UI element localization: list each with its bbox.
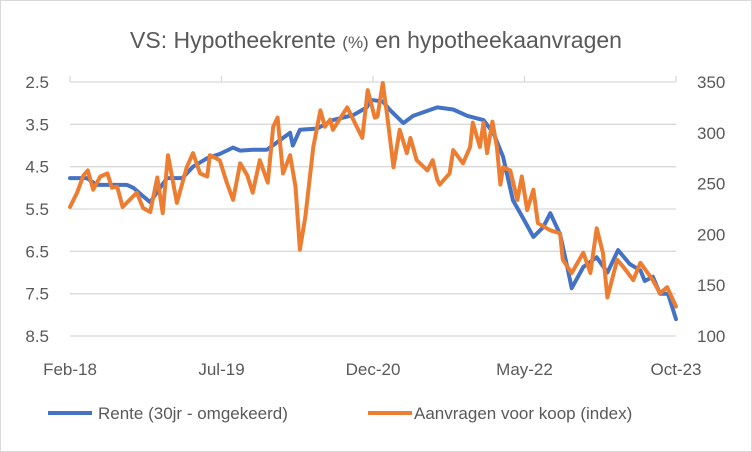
left-axis-tick-label: 4.5 xyxy=(25,158,49,177)
chart-title: VS: Hypotheekrente (%) en hypotheekaanvr… xyxy=(130,27,622,53)
right-axis-tick-label: 300 xyxy=(697,124,725,143)
left-axis-tick-label: 2.5 xyxy=(25,73,49,92)
right-axis-tick-label: 350 xyxy=(697,73,725,92)
left-axis-tick-label: 8.5 xyxy=(25,327,49,346)
right-axis-tick-label: 100 xyxy=(697,327,725,346)
legend: Rente (30jr - omgekeerd) Aanvragen voor k… xyxy=(48,404,632,423)
aanvragen-series-line xyxy=(68,81,678,309)
left-axis-tick-label: 5.5 xyxy=(25,200,49,219)
right-axis-tick-label: 250 xyxy=(697,175,725,194)
x-axis-tick-label: Jul-19 xyxy=(198,360,244,379)
x-axis-tick-label: May-22 xyxy=(496,360,553,379)
x-axis-tick-label: Feb-18 xyxy=(43,360,97,379)
x-axis-tick-label: Dec-20 xyxy=(346,360,401,379)
left-axis-tick-label: 6.5 xyxy=(25,242,49,261)
x-axis-tick-label: Oct-23 xyxy=(650,360,701,379)
legend-label: Aanvragen voor koop (index) xyxy=(414,404,632,423)
left-axis-tick-label: 7.5 xyxy=(25,285,49,304)
legend-label: Rente (30jr - omgekeerd) xyxy=(98,404,288,423)
right-axis-tick-label: 200 xyxy=(697,225,725,244)
left-axis-tick-label: 3.5 xyxy=(25,115,49,134)
right-axis-tick-label: 150 xyxy=(697,276,725,295)
title-unit: (%) xyxy=(342,33,368,52)
